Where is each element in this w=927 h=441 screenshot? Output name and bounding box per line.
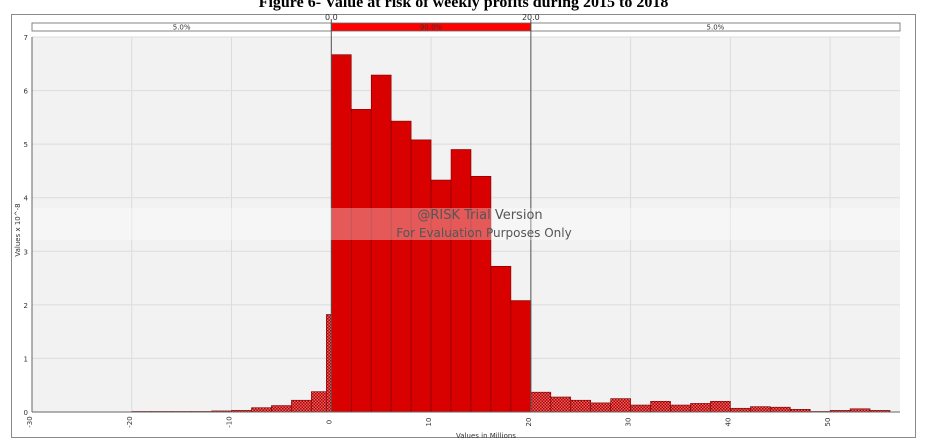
x-tick-label: 30 bbox=[625, 418, 633, 427]
x-tick-label: -30 bbox=[26, 416, 34, 427]
histogram-bar bbox=[670, 404, 691, 413]
y-tick-label: 4 bbox=[24, 195, 29, 203]
x-tick-label: 50 bbox=[824, 418, 832, 427]
histogram-bar bbox=[710, 400, 731, 413]
histogram-bar bbox=[610, 398, 631, 413]
figure-title: Figure 6- Value at risk of weekly profit… bbox=[258, 0, 669, 11]
x-tick-label: 0 bbox=[325, 420, 333, 424]
histogram-bar bbox=[390, 120, 412, 413]
delimiter-label: 0.0 bbox=[325, 13, 338, 22]
y-tick-label: 5 bbox=[24, 141, 28, 149]
histogram-bar bbox=[750, 406, 771, 413]
watermark-line-2: For Evaluation Purposes Only bbox=[396, 226, 571, 240]
x-tick-label: 40 bbox=[724, 418, 732, 427]
probability-band-label: 5.0% bbox=[707, 24, 725, 32]
x-tick-label: -20 bbox=[126, 416, 134, 427]
histogram-bar bbox=[630, 404, 651, 413]
histogram-bar bbox=[271, 405, 292, 413]
y-tick-label: 7 bbox=[24, 34, 28, 42]
histogram-bar bbox=[510, 300, 532, 413]
histogram-bar bbox=[370, 74, 392, 413]
histogram-bar bbox=[251, 407, 272, 413]
histogram-bar bbox=[690, 403, 711, 413]
watermark-layer: @RISK Trial Version For Evaluation Purpos… bbox=[32, 208, 900, 240]
histogram-bar bbox=[769, 406, 791, 413]
delimiter-layer: 0.0 20.0 bbox=[325, 13, 540, 412]
y-tick-label: 6 bbox=[24, 88, 29, 96]
y-tick-label: 1 bbox=[24, 355, 28, 363]
y-tick-label: 3 bbox=[24, 248, 28, 256]
x-tick-label: 20 bbox=[525, 418, 533, 427]
bars-layer bbox=[131, 54, 891, 413]
delimiter-label: 20.0 bbox=[522, 13, 540, 22]
probability-band-layer: 5.0% 90.0% 5.0% bbox=[31, 22, 901, 32]
watermark-line-1: @RISK Trial Version bbox=[417, 208, 542, 223]
histogram-bar bbox=[590, 402, 611, 413]
histogram-bar bbox=[570, 399, 592, 413]
histogram-bar bbox=[291, 399, 312, 413]
histogram-bar bbox=[530, 391, 552, 413]
histogram-bar bbox=[410, 139, 432, 413]
y-tick-label: 0 bbox=[24, 409, 28, 417]
histogram-bar bbox=[350, 109, 372, 413]
axis-layer: 0 1 2 3 4 5 6 7 -30 -20 -10 0 10 20 30 40 50 Values in Mi… bbox=[14, 34, 900, 440]
watermark-band bbox=[32, 208, 900, 240]
y-axis-title: Values x 10^-8 bbox=[14, 203, 22, 256]
y-tick-label: 2 bbox=[24, 302, 28, 310]
x-tick-label: -10 bbox=[226, 416, 234, 427]
histogram-bar bbox=[450, 149, 472, 413]
histogram-bar bbox=[490, 265, 512, 413]
histogram-bar bbox=[730, 407, 751, 413]
histogram-bar bbox=[550, 396, 572, 413]
x-axis-title: Values in Millions bbox=[456, 432, 516, 440]
histogram-bar bbox=[650, 400, 671, 413]
probability-band-label: 5.0% bbox=[173, 24, 191, 32]
probability-band-label: 90.0% bbox=[420, 24, 443, 32]
x-tick-label: 10 bbox=[425, 418, 433, 427]
